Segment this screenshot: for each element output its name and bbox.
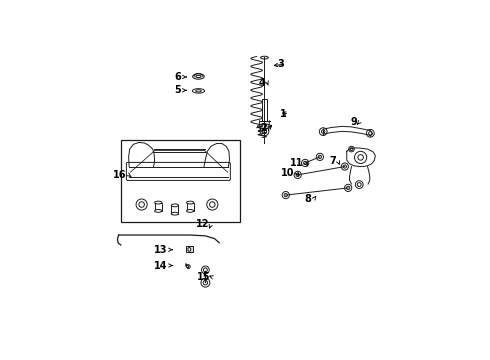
Text: 13: 13 [154,245,168,255]
Text: 16: 16 [113,170,126,180]
Text: 2: 2 [261,123,267,133]
Ellipse shape [187,201,194,204]
Text: 14: 14 [154,261,168,270]
FancyBboxPatch shape [126,162,230,180]
Bar [121,140,240,222]
Text: 4: 4 [258,77,265,87]
Ellipse shape [261,56,269,59]
Text: 1: 1 [280,109,287,119]
Text: 10: 10 [281,168,295,179]
Text: 7: 7 [329,156,336,166]
Ellipse shape [155,201,162,204]
Bar [186,246,193,252]
Text: 9: 9 [350,117,357,127]
Text: 8: 8 [305,194,312,204]
Ellipse shape [193,89,204,93]
Text: 11: 11 [290,158,304,168]
Text: 12: 12 [196,219,209,229]
Ellipse shape [196,90,201,92]
Ellipse shape [258,124,271,129]
Text: 6: 6 [174,72,181,82]
FancyBboxPatch shape [262,99,267,121]
Ellipse shape [172,204,178,207]
Text: 5: 5 [174,85,181,95]
Text: 15: 15 [197,273,211,283]
Ellipse shape [187,210,194,212]
Ellipse shape [196,75,201,77]
Ellipse shape [172,212,178,215]
Bar [172,205,178,214]
Bar [187,203,194,211]
Bar [155,203,162,211]
Ellipse shape [193,74,204,79]
Text: 3: 3 [277,59,284,69]
Ellipse shape [188,247,191,251]
Ellipse shape [155,210,162,212]
